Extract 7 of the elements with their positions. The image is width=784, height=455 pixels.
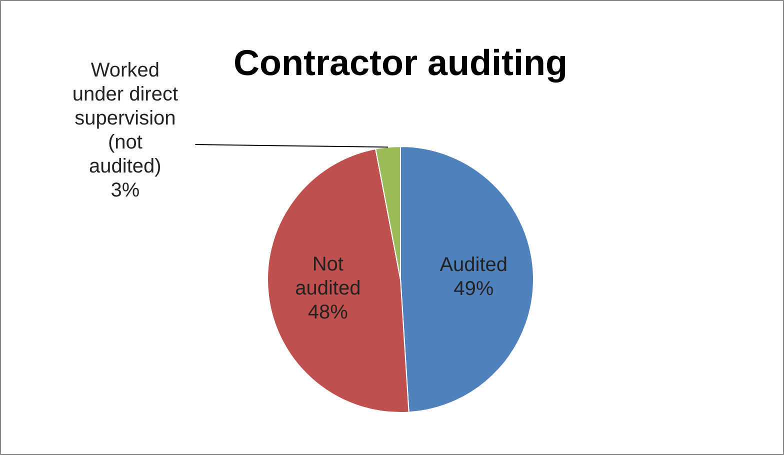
slice-label: Audited — [440, 254, 508, 276]
slice-label: Not audited — [295, 254, 361, 300]
data-label: 48% — [308, 302, 348, 324]
data-label: 3% — [110, 180, 140, 202]
slice-label: Worked under direct supervision (not audited) — [72, 60, 178, 178]
chart-title: Contractor auditing — [234, 42, 568, 83]
data-label: 49% — [454, 278, 494, 300]
